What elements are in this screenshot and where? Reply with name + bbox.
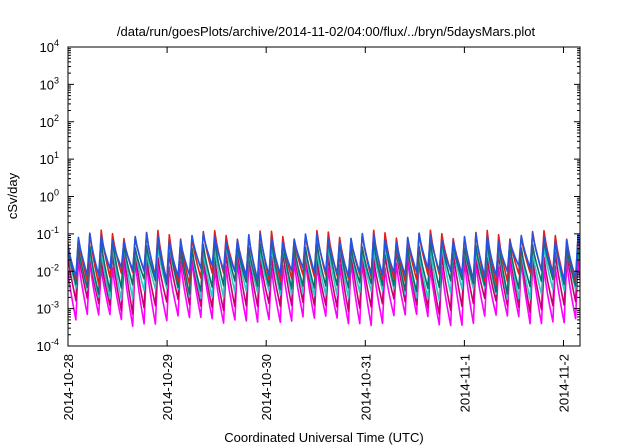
y-tick-base: 10	[37, 227, 51, 242]
chart-title: /data/run/goesPlots/archive/2014-11-02/0…	[117, 24, 536, 39]
y-tick-label: 102	[40, 113, 59, 130]
y-tick-base: 10	[40, 152, 54, 167]
y-tick-base: 10	[37, 264, 51, 279]
y-tick-base: 10	[40, 77, 54, 92]
y-tick-label: 101	[40, 150, 59, 167]
y-tick-exponent: 4	[54, 38, 59, 48]
y-tick-label: 103	[40, 75, 59, 92]
y-tick-label: 10-1	[37, 225, 59, 242]
y-tick-exponent: 1	[54, 150, 59, 160]
x-tick-label: 2014-11-2	[556, 354, 571, 412]
x-axis-label: Coordinated Universal Time (UTC)	[224, 430, 423, 445]
y-tick-exponent: 0	[54, 188, 59, 198]
y-axis-label: cSv/day	[5, 172, 20, 219]
y-tick-base: 10	[40, 40, 54, 55]
x-tick-label: 2014-10-30	[259, 354, 274, 421]
y-tick-exponent: -2	[51, 262, 59, 272]
y-tick-label: 100	[40, 188, 59, 205]
y-tick-exponent: -3	[51, 300, 59, 310]
series-line-5	[68, 232, 580, 283]
y-tick-base: 10	[37, 339, 51, 354]
y-tick-exponent: 3	[54, 75, 59, 85]
x-tick-label: 2014-10-29	[160, 354, 175, 421]
y-tick-base: 10	[40, 190, 54, 205]
x-tick-label: 2014-11-1	[457, 354, 472, 412]
y-tick-exponent: 2	[54, 113, 59, 123]
x-tick-label: 2014-10-28	[61, 354, 76, 421]
y-tick-base: 10	[40, 115, 54, 130]
y-tick-base: 10	[37, 302, 51, 317]
x-tick-label: 2014-10-31	[358, 354, 373, 421]
y-tick-exponent: -1	[51, 225, 59, 235]
series-layer	[68, 229, 580, 327]
y-tick-label: 10-2	[37, 262, 59, 279]
y-tick-label: 104	[40, 38, 59, 55]
x-axis: 2014-10-28 2014-10-29 2014-10-30 2014-10-31…	[61, 47, 571, 421]
y-tick-exponent: -4	[51, 337, 59, 347]
y-tick-label: 10-3	[37, 300, 59, 317]
y-tick-label: 10-4	[37, 337, 59, 354]
